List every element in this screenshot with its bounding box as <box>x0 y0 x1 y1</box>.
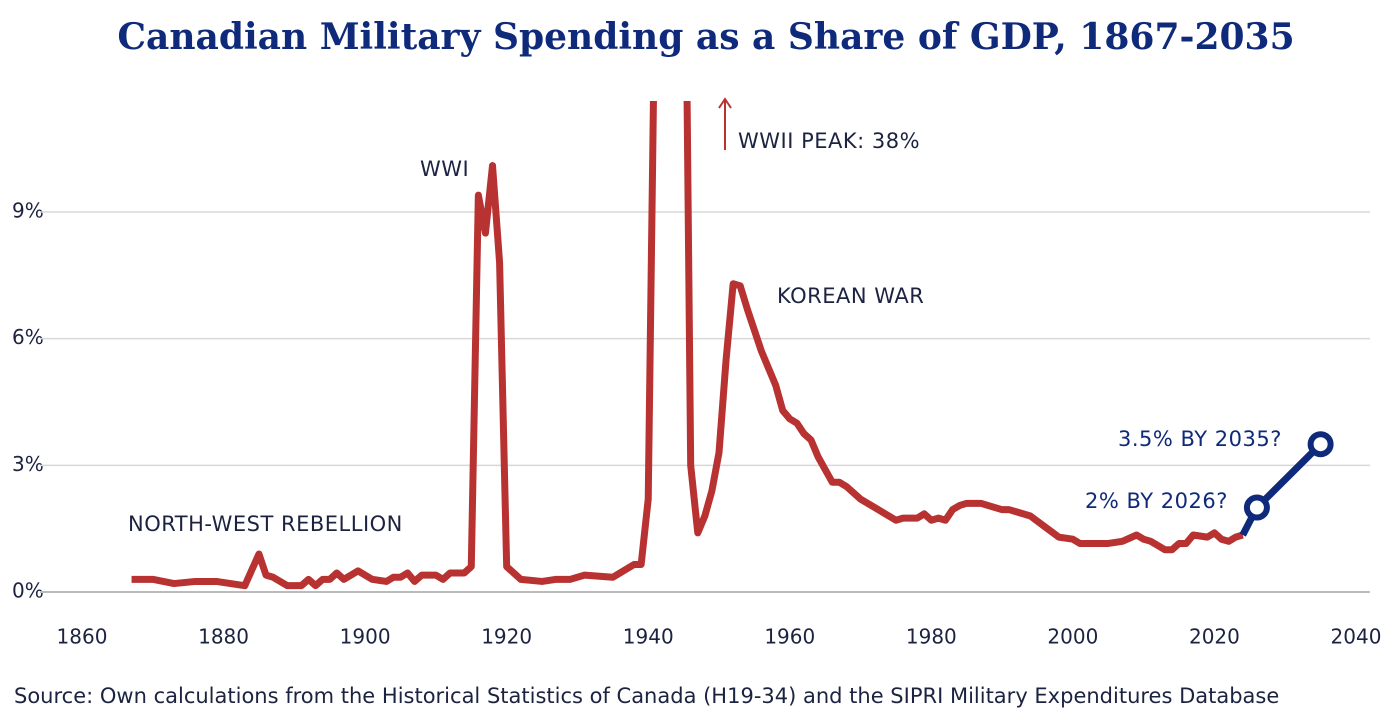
target-marker <box>1243 494 1270 521</box>
y-tick-label: 6% <box>12 325 44 349</box>
source-note: Source: Own calculations from the Histor… <box>14 684 1279 708</box>
y-tick-label: 0% <box>12 579 44 603</box>
annotation: 2% BY 2026? <box>1085 489 1228 513</box>
x-tick-label: 1920 <box>481 625 532 649</box>
annotation: 3.5% BY 2035? <box>1118 427 1282 451</box>
target-marker <box>1307 431 1334 458</box>
chart-title: Canadian Military Spending as a Share of… <box>117 16 1294 58</box>
data-line <box>1239 441 1324 537</box>
annotation: WWII PEAK: 38% <box>738 129 920 153</box>
x-tick-label: 1900 <box>340 625 391 649</box>
x-tick-label: 2020 <box>1189 625 1240 649</box>
x-tick-label: 1860 <box>57 625 108 649</box>
data-line <box>131 101 1244 590</box>
annotation: KOREAN WAR <box>777 284 924 308</box>
annotation: WWI <box>420 157 469 181</box>
annotation: NORTH-WEST REBELLION <box>128 512 403 536</box>
y-tick-label: 3% <box>12 452 44 476</box>
arrow-head <box>718 97 732 109</box>
x-tick-label: 1940 <box>623 625 674 649</box>
x-tick-label: 2000 <box>1047 625 1098 649</box>
y-tick-label: 9% <box>12 199 44 223</box>
x-tick-label: 1980 <box>906 625 957 649</box>
x-tick-label: 2040 <box>1331 625 1382 649</box>
x-tick-label: 1880 <box>198 625 249 649</box>
x-tick-label: 1960 <box>764 625 815 649</box>
